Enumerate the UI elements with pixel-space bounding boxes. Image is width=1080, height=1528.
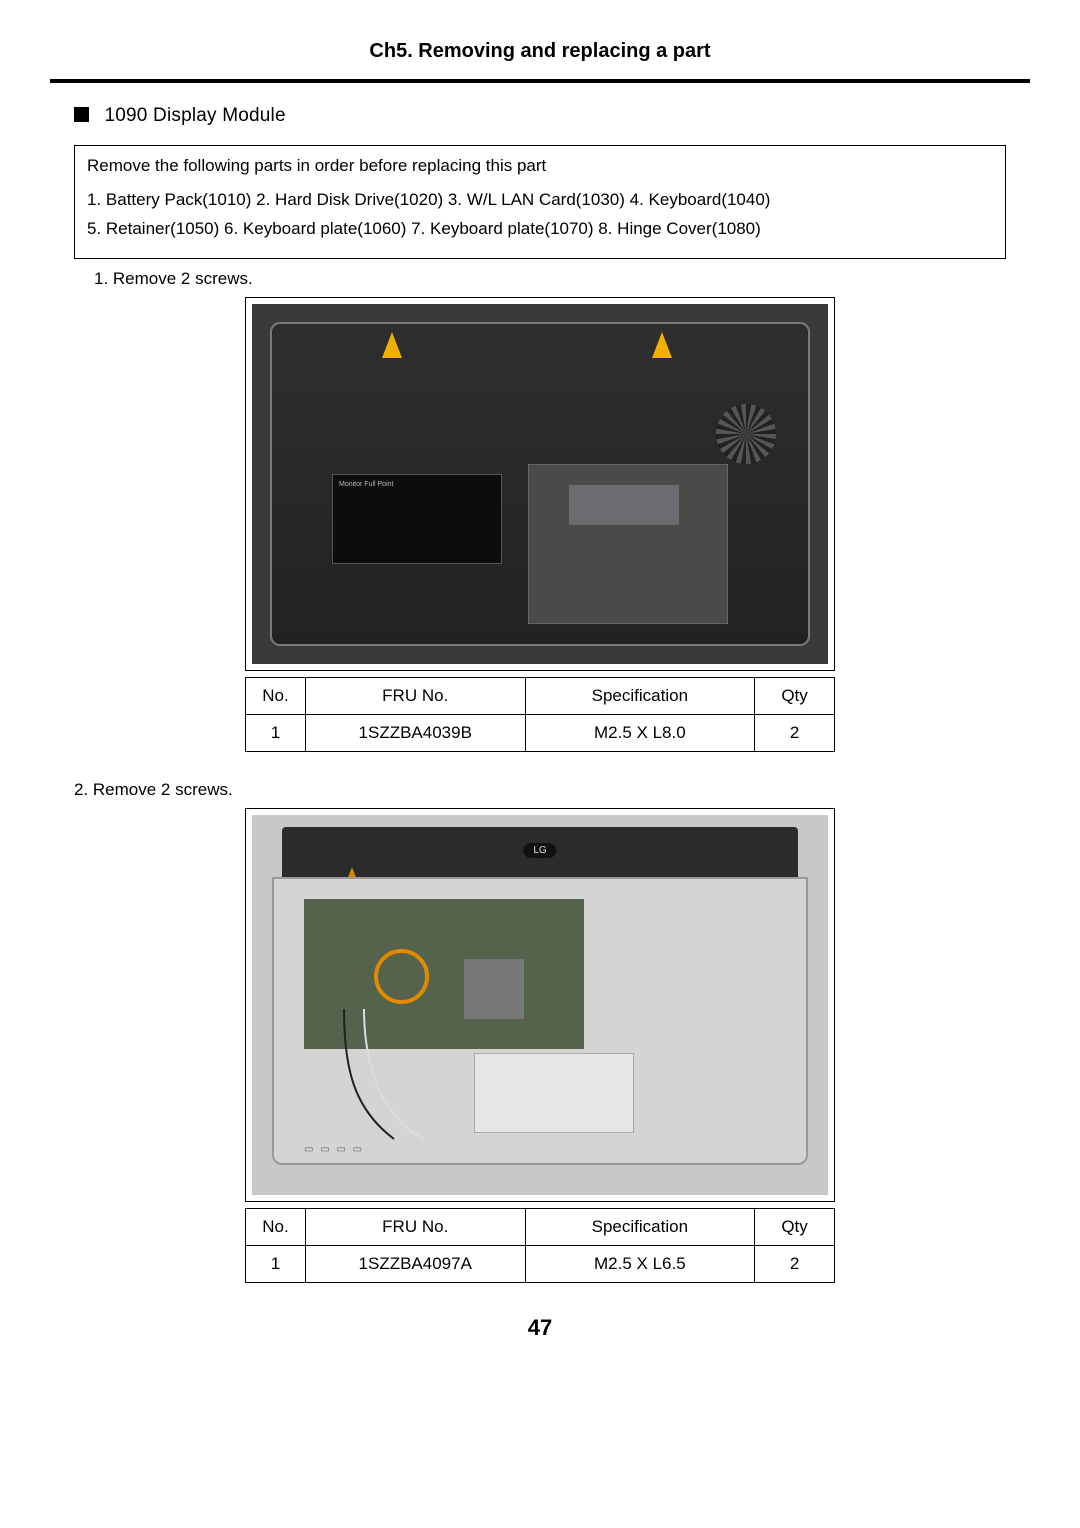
- col-header-spec: Specification: [525, 677, 755, 714]
- table-row: 1 1SZZBA4097A M2.5 X L6.5 2: [246, 1245, 835, 1282]
- table-header-row: No. FRU No. Specification Qty: [246, 1208, 835, 1245]
- col-header-fru: FRU No.: [305, 677, 525, 714]
- cell-no: 1: [246, 1245, 306, 1282]
- screw-arrow-icon: [652, 332, 672, 358]
- prerequisite-title: Remove the following parts in order befo…: [87, 156, 993, 176]
- col-header-qty: Qty: [755, 1208, 835, 1245]
- cell-no: 1: [246, 714, 306, 751]
- table-header-row: No. FRU No. Specification Qty: [246, 677, 835, 714]
- cell-fru: 1SZZBA4097A: [305, 1245, 525, 1282]
- prerequisite-line-2: 5. Retainer(1050) 6. Keyboard plate(1060…: [87, 215, 993, 244]
- chapter-rule: [50, 79, 1030, 83]
- prerequisite-line-1: 1. Battery Pack(1010) 2. Hard Disk Drive…: [87, 186, 993, 215]
- cell-qty: 2: [755, 714, 835, 751]
- highlight-circle-icon: [374, 949, 429, 1004]
- step-1-text: 1. Remove 2 screws.: [94, 269, 1030, 289]
- label-plate-title: Monitor Full Point: [339, 481, 393, 488]
- step-2-text: 2. Remove 2 screws.: [74, 780, 1030, 800]
- cell-spec: M2.5 X L6.5: [525, 1245, 755, 1282]
- prerequisite-box: Remove the following parts in order befo…: [74, 145, 1006, 259]
- lg-logo-icon: LG: [523, 843, 556, 858]
- wlan-module-icon: [569, 485, 679, 525]
- col-header-no: No.: [246, 677, 306, 714]
- laptop-base-outline: Monitor Full Point: [270, 322, 810, 646]
- chapter-title: Ch5. Removing and replacing a part: [50, 40, 1030, 63]
- section-number-label: 1090 Display Module: [104, 105, 285, 126]
- page-number: 47: [50, 1315, 1030, 1341]
- spec-label-plate: Monitor Full Point: [332, 474, 502, 564]
- table-row: 1 1SZZBA4039B M2.5 X L8.0 2: [246, 714, 835, 751]
- figure-1-laptop-underside: Monitor Full Point: [252, 304, 828, 664]
- touchpad-icon: [474, 1053, 634, 1133]
- parts-table-2: No. FRU No. Specification Qty 1 1SZZBA40…: [245, 1208, 835, 1283]
- screw-arrow-icon: [382, 332, 402, 358]
- laptop-deck: ▭ ▭ ▭ ▭: [272, 877, 808, 1165]
- figure-2-box: LG ▭ ▭ ▭ ▭: [245, 808, 835, 1202]
- col-header-qty: Qty: [755, 677, 835, 714]
- cell-fru: 1SZZBA4039B: [305, 714, 525, 751]
- square-bullet-icon: [74, 107, 89, 122]
- component-bay: [528, 464, 728, 624]
- front-ports-icon: ▭ ▭ ▭ ▭: [304, 1144, 364, 1155]
- figure-1-box: Monitor Full Point: [245, 297, 835, 671]
- antenna-wires-icon: [334, 1009, 494, 1149]
- cell-qty: 2: [755, 1245, 835, 1282]
- col-header-fru: FRU No.: [305, 1208, 525, 1245]
- parts-table-1: No. FRU No. Specification Qty 1 1SZZBA40…: [245, 677, 835, 752]
- fan-vent-icon: [716, 404, 776, 464]
- col-header-no: No.: [246, 1208, 306, 1245]
- section-heading: 1090 Display Module: [74, 105, 1030, 127]
- figure-2-laptop-topside: LG ▭ ▭ ▭ ▭: [252, 815, 828, 1195]
- col-header-spec: Specification: [525, 1208, 755, 1245]
- cell-spec: M2.5 X L8.0: [525, 714, 755, 751]
